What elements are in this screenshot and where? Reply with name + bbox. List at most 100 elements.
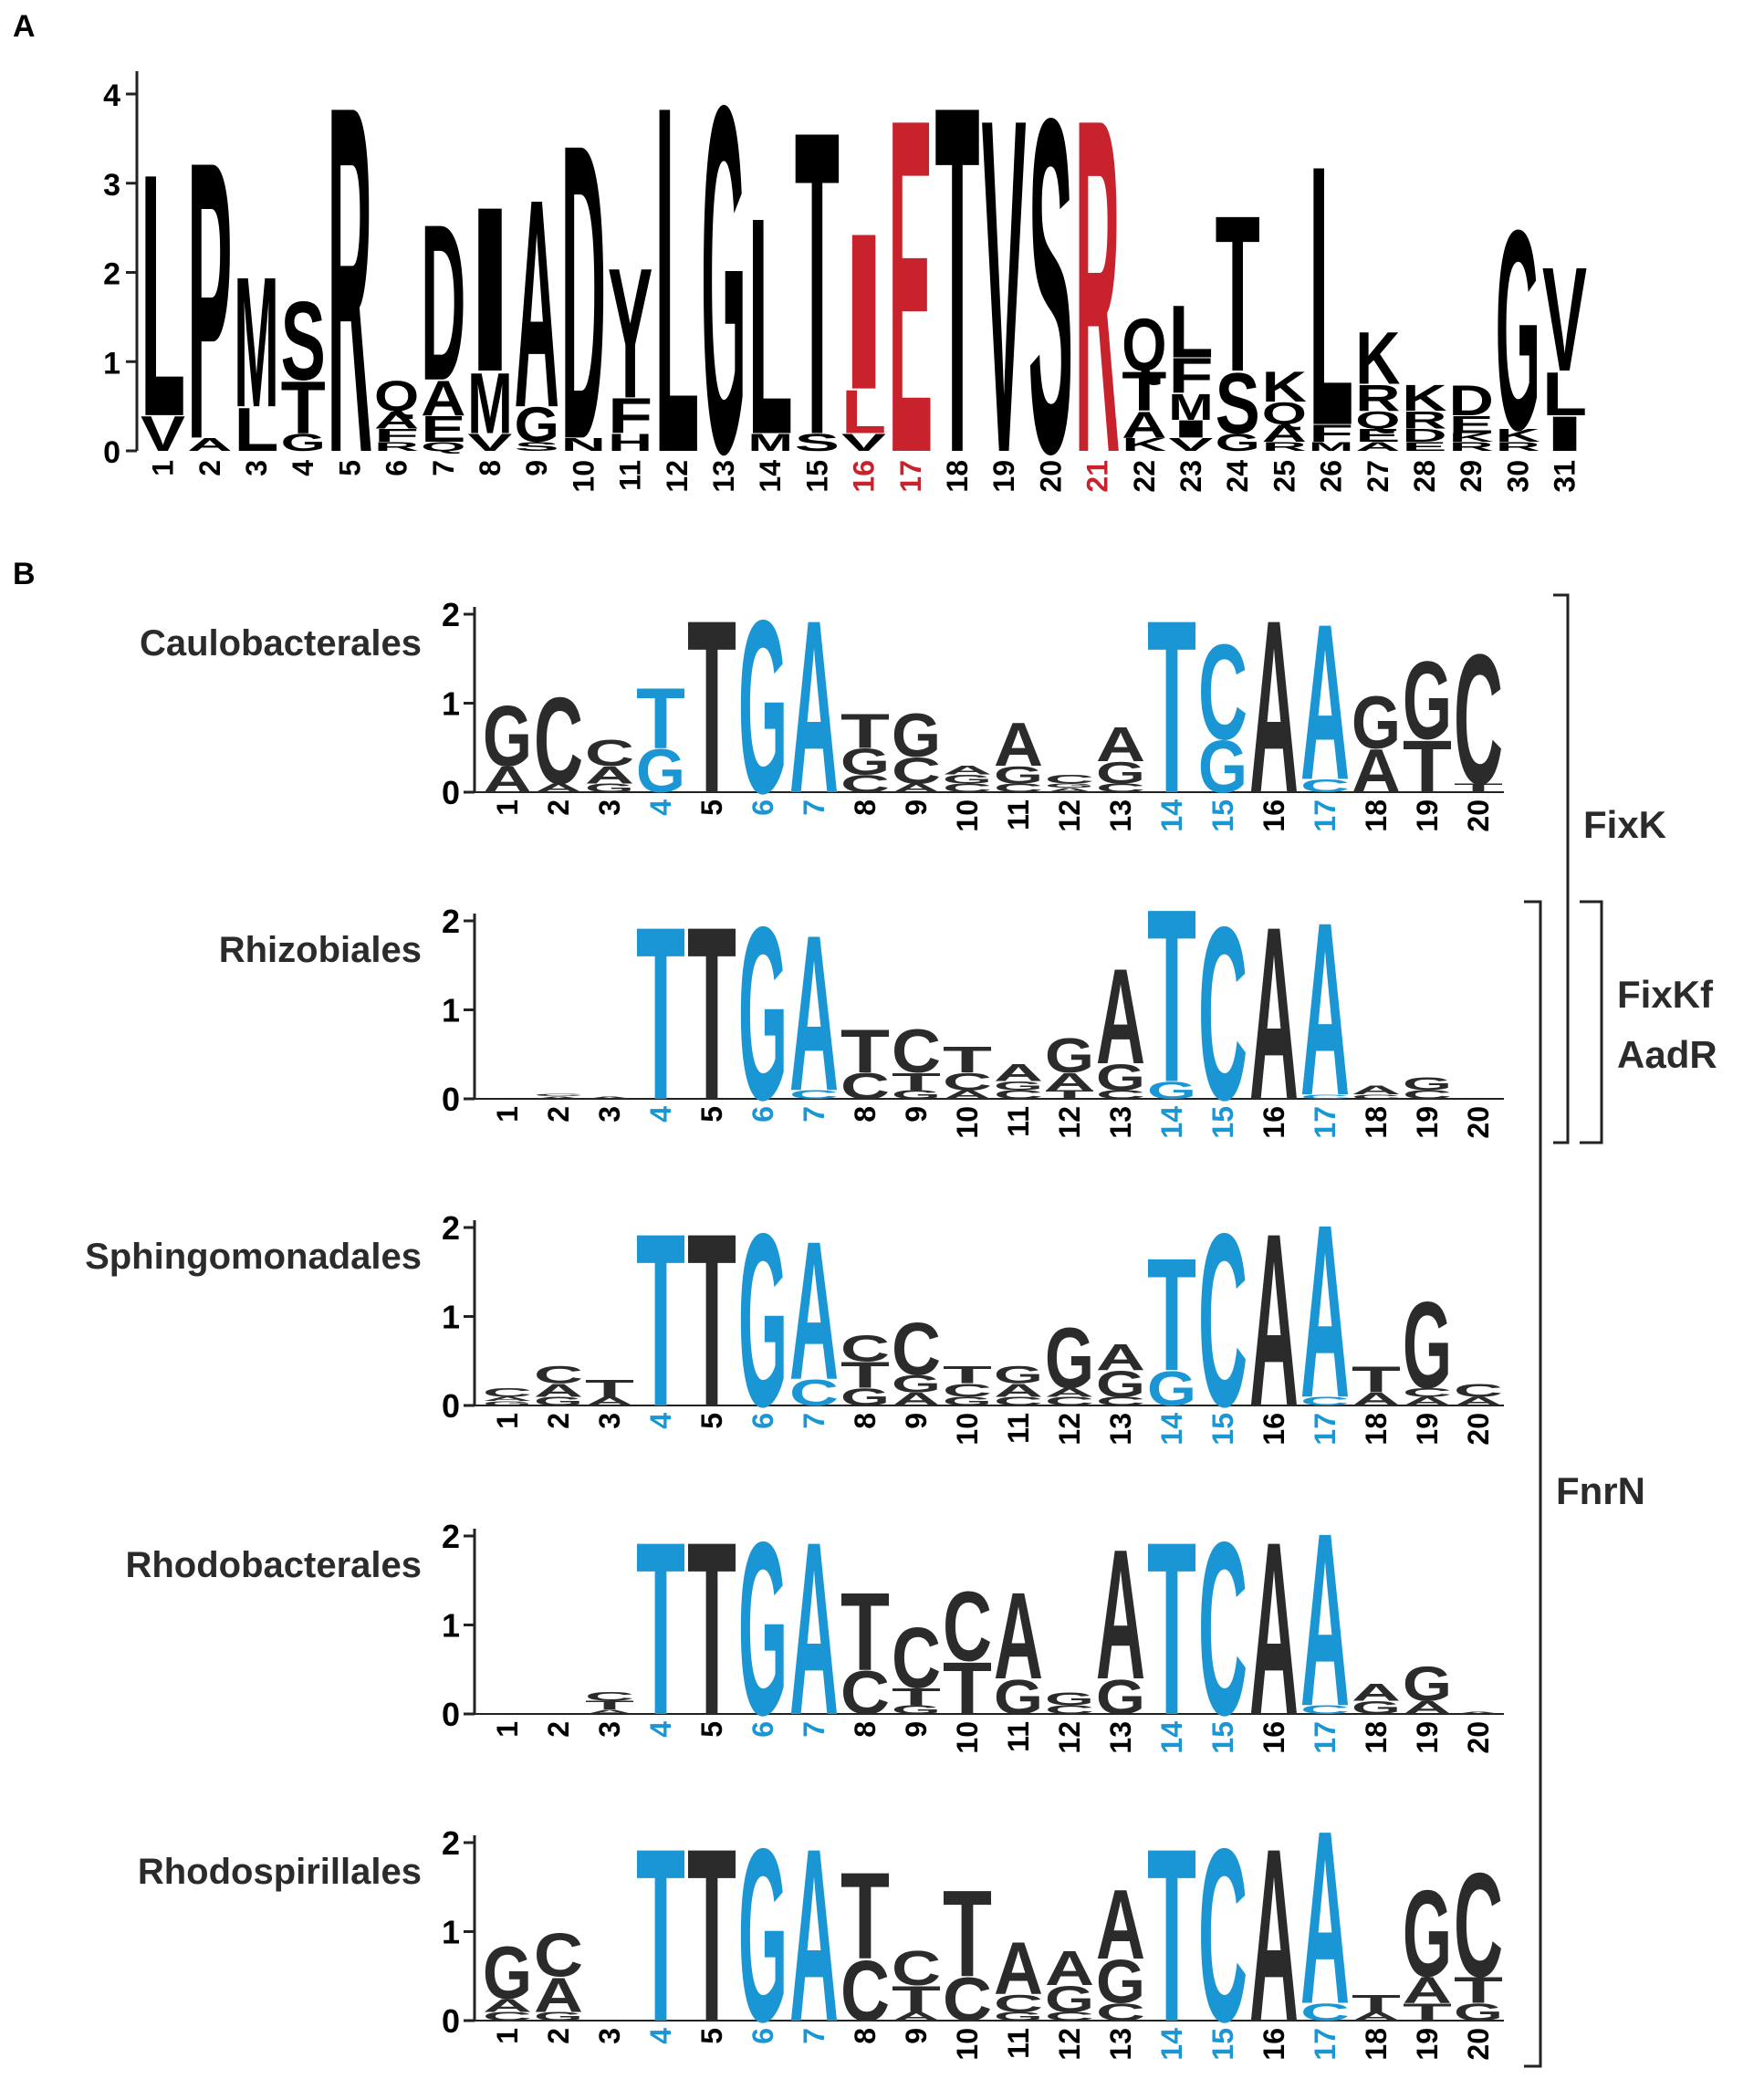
logo-letter-T: T — [943, 1865, 992, 2003]
svg-text:L: L — [1309, 89, 1353, 504]
position-label: 19 — [1411, 1413, 1444, 1446]
logo-letter-G: G — [840, 1384, 890, 1411]
position-label: 1 — [491, 1106, 524, 1123]
logo-letter-T: T — [1122, 360, 1166, 423]
logo-letter-G: G — [1096, 1364, 1145, 1405]
svg-text:A: A — [1249, 1798, 1299, 2074]
position-label: 11 — [1002, 799, 1035, 831]
logo-letter-G: G — [1403, 1865, 1452, 2002]
svg-text:T: T — [1147, 858, 1196, 1134]
position-label: 5 — [695, 2028, 728, 2044]
logo-letter-T: T — [636, 1182, 685, 1457]
position-label: 9 — [900, 1413, 933, 1429]
logo-letter-G: G — [1496, 171, 1540, 489]
position-label: 18 — [1360, 799, 1393, 832]
svg-text:A: A — [421, 371, 465, 426]
svg-text:C: C — [1096, 1998, 1145, 2025]
svg-text:G: G — [892, 1703, 941, 1717]
logo-letter-Q: Q — [1122, 304, 1166, 386]
position-label: 11 — [1002, 2028, 1035, 2059]
logo-letter-P: P — [187, 80, 232, 523]
logo-letter-A: A — [892, 1388, 941, 1409]
logo-letter-C: C — [1300, 775, 1350, 796]
logo-letter-C: C — [1045, 1703, 1094, 1717]
logo-letter-G: G — [738, 1797, 788, 2074]
svg-text:A: A — [1403, 1395, 1452, 1408]
svg-text:E: E — [888, 20, 933, 553]
logo-letter-V: V — [1168, 434, 1213, 455]
svg-text:R: R — [374, 440, 419, 454]
svg-text:V: V — [982, 20, 1027, 553]
logo-letter-C: C — [1300, 1395, 1350, 1408]
logo-letter-G: G — [943, 772, 992, 786]
svg-text:R: R — [1075, 19, 1120, 551]
position-label: 7 — [798, 2028, 830, 2044]
svg-text:R: R — [1402, 406, 1446, 434]
svg-text:G: G — [1096, 1058, 1145, 1099]
position-label: 6 — [746, 799, 779, 816]
logo-letter-T: T — [636, 875, 685, 1151]
svg-text:C: C — [1454, 1843, 1503, 2008]
logo-letter-Q: Q — [1355, 407, 1400, 434]
logo-letter-C: C — [789, 1373, 839, 1414]
logo-letter-C: C — [1352, 1093, 1401, 1101]
svg-text:G: G — [1403, 1865, 1452, 2002]
logo-letter-A: A — [1096, 1511, 1145, 1719]
svg-text:T: T — [892, 1683, 941, 1710]
svg-text:C: C — [840, 1328, 890, 1369]
svg-text:L: L — [841, 377, 886, 446]
svg-text:A: A — [187, 434, 232, 454]
logo-letter-A: A — [789, 1798, 839, 2074]
logo-letter-T: T — [1147, 1490, 1196, 1766]
position-label: 7 — [427, 460, 460, 476]
logo-letter-D: D — [561, 56, 606, 527]
svg-text:C: C — [943, 781, 992, 795]
logo-letter-G: G — [1352, 682, 1401, 764]
logo-letter-T: T — [687, 569, 736, 844]
logo-letter-A: A — [1300, 579, 1350, 827]
logo-letter-C: C — [892, 1307, 941, 1391]
position-label: 15 — [800, 460, 833, 493]
svg-text:T: T — [1454, 781, 1503, 795]
logo-letter-T: T — [943, 1039, 992, 1080]
svg-text:G: G — [1403, 1657, 1452, 1712]
svg-text:T: T — [636, 875, 685, 1151]
logo-letter-A: A — [1096, 1337, 1145, 1378]
logo-letter-A: A — [1045, 1385, 1094, 1399]
position-label: 3 — [593, 1413, 626, 1429]
svg-text:T: T — [1216, 168, 1260, 418]
svg-text:K: K — [1449, 431, 1495, 444]
logo-letter-K: K — [1402, 377, 1446, 419]
y-tick-label: 2 — [442, 1209, 460, 1247]
logo-letter-T: T — [281, 367, 326, 450]
svg-text:G: G — [281, 429, 326, 456]
svg-text:G: G — [943, 1395, 992, 1408]
logo-letter-L: L — [1168, 291, 1213, 374]
y-tick-label: 1 — [442, 992, 460, 1029]
position-label: 17 — [1309, 1413, 1341, 1446]
y-tick-label: 1 — [442, 685, 460, 723]
position-label: 18 — [941, 460, 974, 493]
position-label: 17 — [1309, 1106, 1341, 1139]
logo-letter-A: A — [1355, 440, 1400, 454]
logo-letter-T: T — [687, 875, 736, 1151]
position-label: 5 — [695, 1106, 728, 1123]
logo-letter-A: A — [187, 434, 232, 454]
svg-text:T: T — [1122, 360, 1166, 423]
svg-text:T: T — [840, 703, 890, 758]
position-label: 20 — [1462, 799, 1495, 832]
svg-text:V: V — [1168, 434, 1213, 455]
logo-letter-S: S — [281, 280, 326, 404]
logo-letter-G: G — [840, 742, 890, 783]
position-label: 16 — [1258, 799, 1290, 832]
svg-text:A: A — [1300, 872, 1350, 1148]
logo-letter-A: A — [1454, 1710, 1503, 1715]
position-label: 11 — [1002, 1413, 1035, 1444]
logo-letter-G: G — [1352, 1698, 1401, 1719]
position-label: 18 — [1360, 1413, 1393, 1446]
logo-letter-C: C — [840, 1944, 890, 2040]
position-label: 10 — [951, 799, 984, 832]
logo-letter-A: A — [1045, 1940, 1094, 1996]
